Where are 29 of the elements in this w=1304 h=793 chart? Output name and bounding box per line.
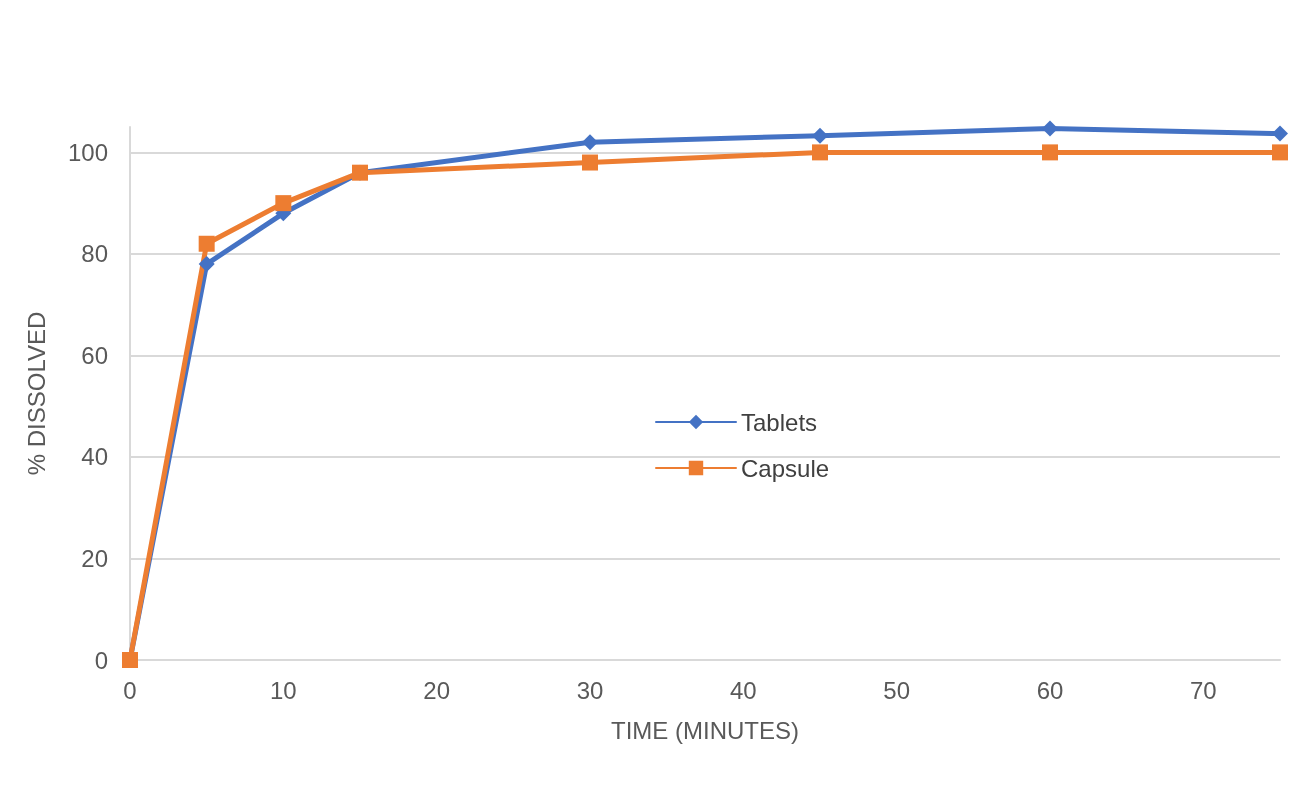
point [1042,144,1058,161]
y-tick-label: 40 [81,443,108,471]
point [198,235,215,252]
x-tick-label: 10 [269,676,297,704]
y-tick-label: 60 [81,341,108,369]
y-tick-label: 0 [94,646,108,674]
x-tick-label: 60 [1036,676,1064,704]
y-tick-label: 20 [81,544,108,572]
point [812,127,828,144]
legend-label: Capsule [741,454,830,482]
x-tick-label: 50 [883,676,911,704]
x-tick-label: 0 [123,676,137,704]
x-tick-label: 30 [576,676,604,704]
legend-label: Tablets [741,408,818,436]
point [1272,144,1288,161]
point [812,144,828,161]
point [582,154,598,171]
point [275,195,292,212]
point [1042,120,1058,137]
x-tick-label: 70 [1189,676,1217,704]
point [198,256,215,273]
x-axis-title: TIME (MINUTES) [611,716,799,744]
y-tick-label: 100 [67,138,108,166]
y-axis-title: % DISSOLVED [22,311,50,476]
point [582,134,598,151]
point [1272,125,1288,142]
x-tick-label: 20 [423,676,451,704]
y-tick-label: 80 [81,240,108,268]
x-tick-label: 40 [729,676,757,704]
